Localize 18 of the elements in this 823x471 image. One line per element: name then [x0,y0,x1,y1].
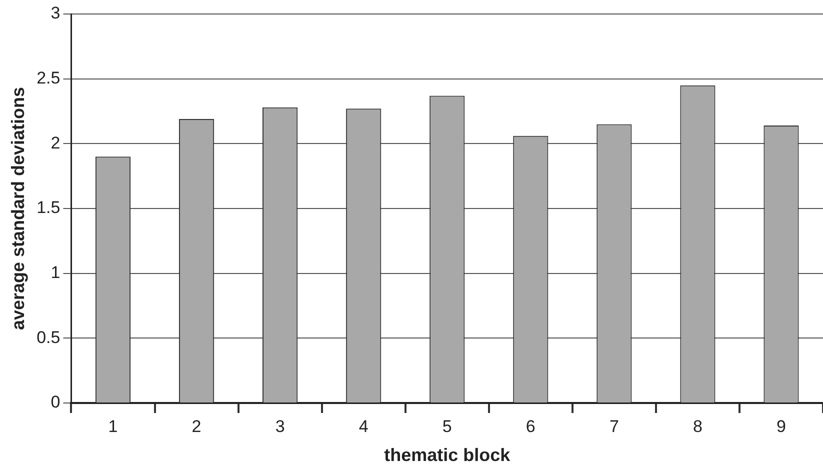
y-tick-label: 3 [50,4,60,23]
x-tick-label: 4 [358,416,368,436]
y-tick-label: 1 [50,263,60,282]
x-tick-label: 2 [192,416,202,436]
y-axis-title: average standard deviations [8,86,28,330]
x-tick-label: 1 [108,416,118,436]
x-axis-title: thematic block [384,445,512,466]
y-tick-label: 2.5 [36,68,60,88]
x-tick-label: 3 [275,416,285,436]
x-tick-label: 8 [692,416,702,436]
x-tick-label: 9 [776,416,786,436]
y-tick-label: 0.5 [36,328,60,347]
y-tick-label: 0 [50,392,60,412]
y-tick-label: 1.5 [36,198,60,218]
x-tick-label: 7 [609,416,619,436]
x-tick-label: 6 [526,416,536,436]
x-tick-label: 5 [442,416,452,436]
y-tick-label: 2 [50,133,60,152]
